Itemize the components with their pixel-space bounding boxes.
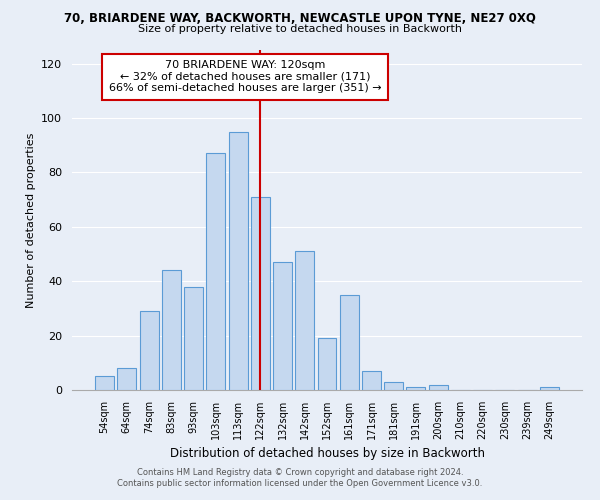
Text: 70 BRIARDENE WAY: 120sqm
← 32% of detached houses are smaller (171)
66% of semi-: 70 BRIARDENE WAY: 120sqm ← 32% of detach… [109,60,382,94]
Text: 70, BRIARDENE WAY, BACKWORTH, NEWCASTLE UPON TYNE, NE27 0XQ: 70, BRIARDENE WAY, BACKWORTH, NEWCASTLE … [64,12,536,26]
Bar [229,132,248,390]
Bar [384,382,403,390]
X-axis label: Distribution of detached houses by size in Backworth: Distribution of detached houses by size … [170,448,485,460]
Bar [317,338,337,390]
Bar [429,384,448,390]
Bar [340,295,359,390]
Bar [540,388,559,390]
Text: Contains HM Land Registry data © Crown copyright and database right 2024.
Contai: Contains HM Land Registry data © Crown c… [118,468,482,487]
Bar [140,311,158,390]
Bar [95,376,114,390]
Bar [206,154,225,390]
Bar [406,388,425,390]
Bar [273,262,292,390]
Y-axis label: Number of detached properties: Number of detached properties [26,132,35,308]
Bar [362,371,381,390]
Bar [118,368,136,390]
Bar [184,286,203,390]
Text: Size of property relative to detached houses in Backworth: Size of property relative to detached ho… [138,24,462,34]
Bar [295,252,314,390]
Bar [162,270,181,390]
Bar [251,197,270,390]
